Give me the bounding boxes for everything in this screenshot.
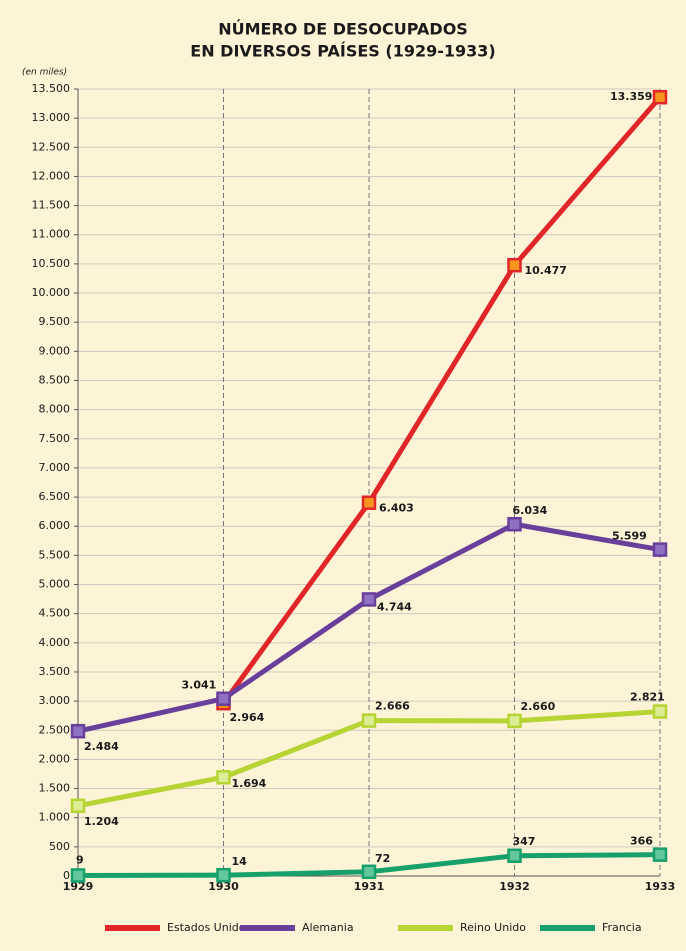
legend-label: Alemania [302,921,354,934]
marker [652,89,668,105]
y-tick-label: 9.000 [39,344,71,357]
x-tick-label: 1933 [645,880,676,893]
y-tick-label: 500 [49,840,70,853]
y-tick-label: 3.000 [39,694,71,707]
y-tick-label: 10.500 [32,257,71,270]
marker [70,798,86,814]
marker [361,864,377,880]
y-tick-label: 2.500 [39,723,71,736]
y-tick-label: 6.500 [39,490,71,503]
data-label: 10.477 [525,264,567,277]
data-label: 2.666 [375,700,410,713]
y-tick-label: 0 [63,869,70,882]
marker [507,713,522,729]
marker [216,691,231,706]
y-tick-label: 13.500 [32,82,71,95]
y-tick-label: 5.500 [39,548,71,561]
marker [361,713,377,728]
series-line [221,95,662,705]
legend-label: Francia [602,921,642,934]
marker [652,847,668,862]
data-label: 6.034 [513,504,548,517]
legend-label: Estados Unidos [167,921,251,934]
y-tick-label: 10.000 [32,286,71,299]
y-tick-label: 12.000 [32,169,71,182]
y-tick-label: 8.000 [39,403,71,416]
y-tick-label: 7.000 [39,461,71,474]
y-tick-label: 5.000 [39,578,71,591]
y-tick-label: 12.500 [32,140,71,153]
marker [70,868,86,883]
y-axis-label: (en miles) [22,68,67,78]
y-tick-label: 2.000 [39,752,71,765]
chart-title: EN DIVERSOS PAÍSES (1929-1933) [190,42,495,61]
data-label: 1.204 [84,815,119,828]
y-tick-label: 1.500 [39,782,71,795]
y-tick-label: 1.000 [39,811,71,824]
data-label: 4.744 [377,600,412,613]
data-label: 5.599 [612,530,647,543]
y-tick-label: 9.500 [39,315,71,328]
data-label: 347 [513,835,536,848]
chart-title: NÚMERO DE DESOCUPADOS [218,20,468,39]
y-tick-label: 11.500 [32,199,71,212]
data-label: 1.694 [232,777,267,790]
data-label: 3.041 [182,679,217,692]
data-label: 14 [232,855,248,868]
marker [652,542,668,557]
marker [216,769,231,785]
y-tick-label: 4.000 [39,636,71,649]
x-tick-label: 1929 [63,880,94,893]
data-label: 2.484 [84,740,119,753]
marker [361,592,377,607]
data-label: 2.821 [630,691,665,704]
y-tick-label: 8.500 [39,373,71,386]
y-tick-label: 11.000 [32,228,71,241]
x-tick-label: 1931 [354,880,385,893]
marker [507,516,522,532]
data-label: 366 [630,835,653,848]
marker [652,704,668,719]
legend-label: Reino Unido [460,921,526,934]
x-tick-label: 1930 [208,880,239,893]
y-tick-label: 4.500 [39,607,71,620]
data-label: 9 [76,853,84,866]
marker [361,495,377,510]
x-tick-label: 1932 [499,880,530,893]
marker [216,867,231,883]
y-tick-label: 13.000 [32,111,71,124]
marker [70,723,86,739]
y-tick-label: 3.500 [39,665,71,678]
y-tick-label: 7.500 [39,432,71,445]
data-label: 2.660 [521,700,556,713]
data-label: 72 [375,852,390,865]
marker [507,848,522,864]
data-label: 6.403 [379,502,414,515]
data-label: 13.359 [610,90,652,103]
marker [507,257,522,273]
y-tick-label: 6.000 [39,519,71,532]
data-label: 2.964 [230,711,265,724]
